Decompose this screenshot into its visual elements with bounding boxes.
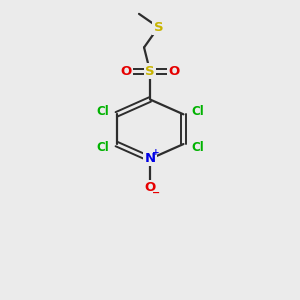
Text: Cl: Cl [96,140,109,154]
Text: S: S [145,65,155,78]
Text: +: + [152,148,160,158]
Text: Cl: Cl [191,105,204,118]
Text: Cl: Cl [191,140,204,154]
Text: O: O [168,65,179,78]
Text: O: O [121,65,132,78]
Text: S: S [154,21,163,34]
Text: O: O [144,181,156,194]
Text: −: − [152,188,160,197]
Text: Cl: Cl [96,105,109,118]
Text: N: N [144,152,156,165]
